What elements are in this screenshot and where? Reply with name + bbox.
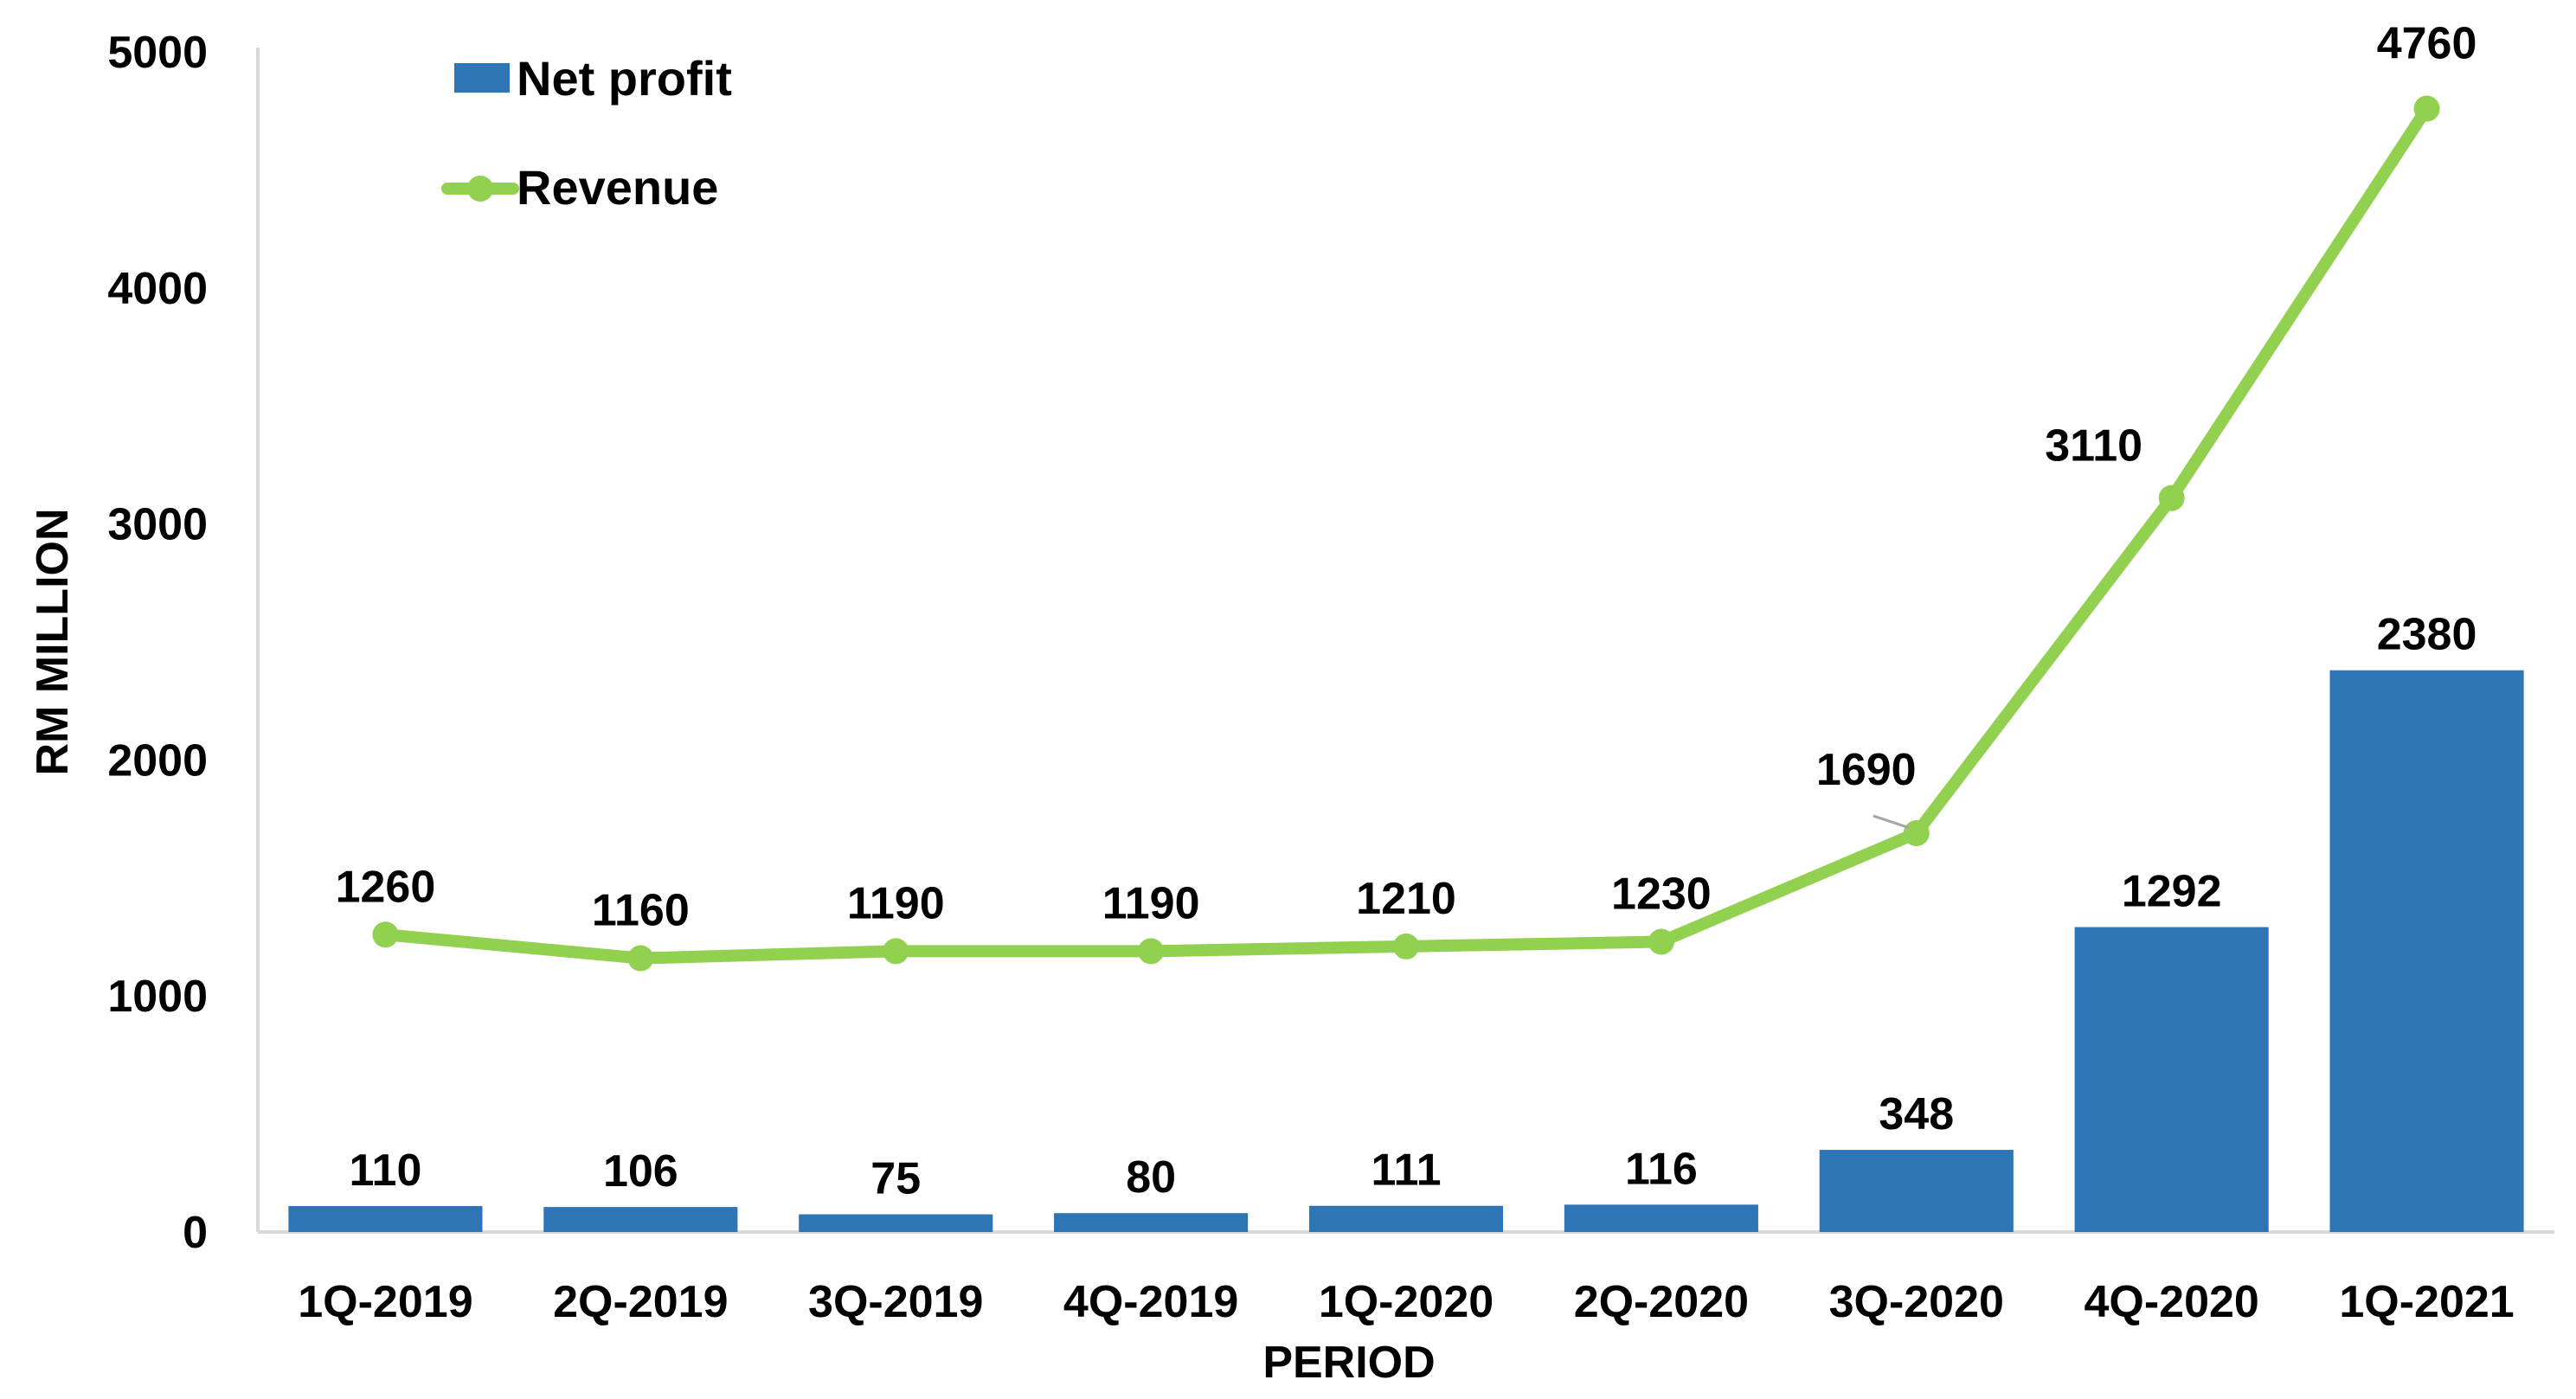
net-profit-bar <box>1308 1205 1504 1232</box>
revenue-point <box>1138 938 1165 965</box>
net-profit-value-label: 75 <box>870 1154 921 1204</box>
x-tick-label: 3Q-2019 <box>808 1277 983 1327</box>
revenue-value-label: 1210 <box>1356 874 1456 924</box>
y-tick-label: 4000 <box>107 264 208 314</box>
bars <box>288 670 2524 1232</box>
revenue-point <box>1648 928 1674 955</box>
x-axis-title: PERIOD <box>1262 1338 1435 1388</box>
revenue-line <box>379 102 2433 965</box>
x-tick-label: 1Q-2020 <box>1319 1277 1494 1327</box>
net-profit-value-label: 106 <box>603 1146 678 1197</box>
net-profit-bar <box>2329 670 2524 1232</box>
y-tick-label: 1000 <box>107 972 208 1022</box>
revenue-value-label: 1190 <box>1102 878 1200 928</box>
revenue-point <box>2413 95 2440 122</box>
x-tick-label: 2Q-2020 <box>1574 1277 1749 1327</box>
y-tick-label: 2000 <box>107 735 208 786</box>
legend-revenue-label: Revenue <box>517 160 718 215</box>
net-profit-bar <box>799 1214 993 1232</box>
revenue-label-leader-line <box>1873 814 1911 830</box>
x-tick-label: 2Q-2019 <box>553 1277 728 1327</box>
net-profit-value-label: 80 <box>1126 1152 1176 1203</box>
legend-net-profit-swatch <box>454 63 510 93</box>
x-tick-label: 4Q-2019 <box>1063 1277 1238 1327</box>
net-profit-value-label: 111 <box>1371 1146 1441 1196</box>
x-tick-label: 1Q-2019 <box>298 1277 472 1327</box>
legend-revenue-marker <box>467 176 493 202</box>
net-profit-value-label: 110 <box>349 1146 421 1196</box>
revenue-point <box>1903 819 1930 846</box>
revenue-line-group <box>372 95 2440 972</box>
x-tick-label: 4Q-2020 <box>2084 1277 2258 1327</box>
revenue-value-label: 4760 <box>2377 18 2477 68</box>
y-tick-label: 3000 <box>107 500 208 550</box>
legend: Net profit Revenue <box>441 51 732 215</box>
net-profit-value-label: 2380 <box>2377 610 2477 660</box>
revenue-point <box>2158 485 2185 511</box>
data-labels: 110 106 75 80 111 116 348 1292 2380 1260 1160 1190 1… <box>336 18 2477 1203</box>
revenue-point <box>372 921 399 948</box>
net-profit-bar <box>543 1207 738 1232</box>
net-profit-value-label: 116 <box>1625 1144 1698 1194</box>
net-profit-value-label: 348 <box>1879 1089 1954 1139</box>
legend-net-profit-label: Net profit <box>517 51 732 106</box>
revenue-value-label: 1260 <box>336 862 436 912</box>
net-profit-bar <box>1054 1213 1249 1232</box>
y-tick-label: 5000 <box>107 28 208 78</box>
x-tick-label: 3Q-2020 <box>1829 1277 2004 1327</box>
revenue-value-label: 1690 <box>1816 745 1917 795</box>
net-profit-bar <box>1819 1150 2014 1232</box>
revenue-point <box>1393 933 1419 959</box>
net-profit-bar <box>1564 1204 1758 1232</box>
revenue-point <box>883 938 909 965</box>
revenue-value-label: 1160 <box>592 886 690 936</box>
revenue-value-label: 3110 <box>2045 421 2142 472</box>
revenue-point <box>627 945 654 972</box>
net-profit-bar <box>2074 927 2269 1232</box>
x-tick-label: 1Q-2021 <box>2339 1277 2514 1327</box>
y-axis-title: RM MILLION <box>28 508 78 775</box>
axes: 0 1000 2000 3000 4000 5000 1Q-2019 2Q-2019 3Q-20… <box>107 28 2554 1327</box>
revenue-value-label: 1230 <box>1611 869 1712 919</box>
net-profit-value-label: 1292 <box>2122 867 2222 917</box>
y-tick-label: 0 <box>183 1208 208 1258</box>
revenue-value-label: 1190 <box>847 878 945 928</box>
net-profit-bar <box>288 1205 483 1232</box>
